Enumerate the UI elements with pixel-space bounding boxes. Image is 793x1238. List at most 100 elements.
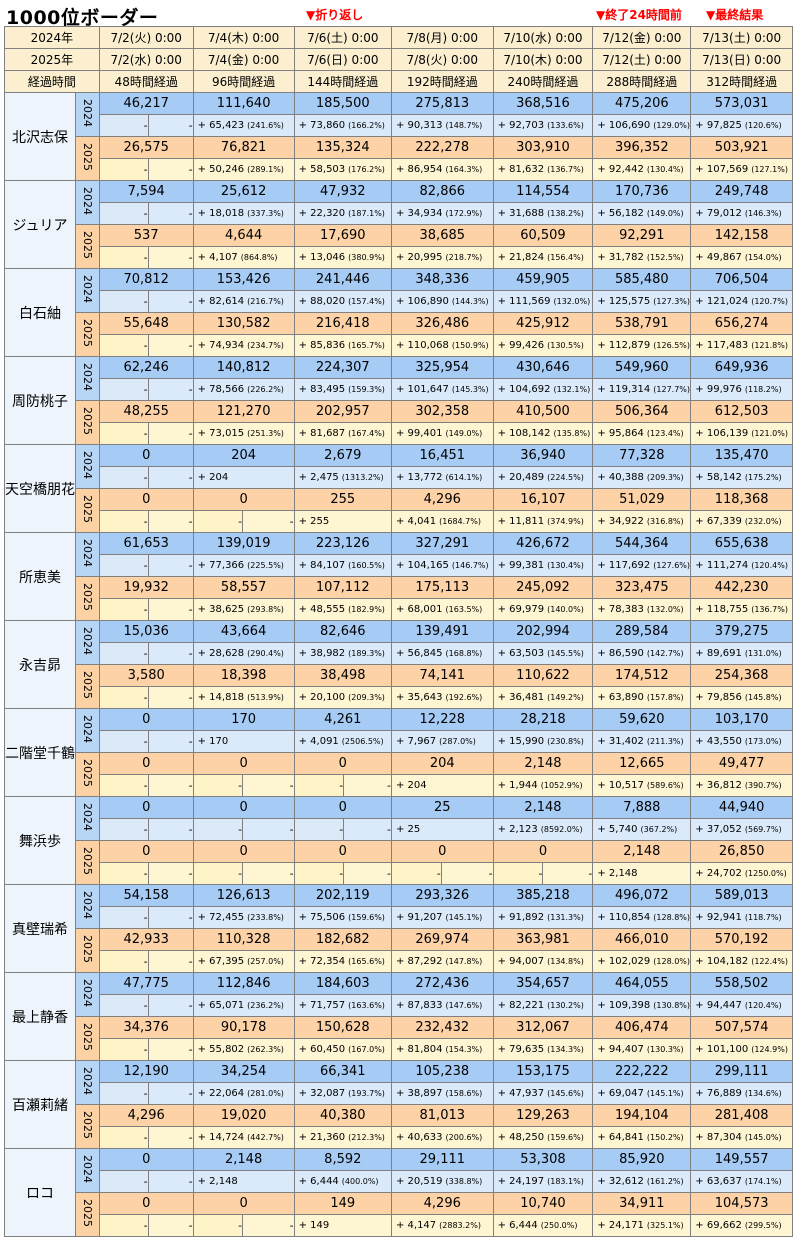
delta-cell: + 40,388 (209.3%) — [592, 466, 692, 489]
year-label-text: 2024 — [80, 363, 94, 391]
year-label: 2024 — [75, 180, 100, 225]
dash-cell: - — [98, 334, 149, 357]
border-value: 34,254 — [192, 1060, 295, 1083]
delta-amount: + 75,506 — [298, 912, 346, 923]
delta-cell: + 43,550 (173.0%) — [690, 730, 793, 753]
border-value: 0 — [98, 488, 194, 511]
delta-cell: + 31,402 (211.3%) — [592, 730, 692, 753]
delta-cell: + 67,339 (232.0%) — [690, 510, 793, 533]
delta-cell: + 24,171 (325.1%) — [592, 1214, 692, 1237]
delta-percent: (142.7%) — [646, 649, 684, 658]
delta-percent: (2883.2%) — [439, 1221, 481, 1230]
delta-amount: + 22,064 — [197, 1088, 245, 1099]
delta-amount: + 43,550 — [695, 736, 742, 747]
delta-cell: + 60,450 (167.0%) — [293, 1038, 392, 1061]
year-label-text: 2025 — [80, 759, 94, 787]
delta-percent: (2506.5%) — [341, 737, 384, 746]
delta-percent: (149.0%) — [646, 209, 684, 218]
delta-amount: + 22,320 — [298, 208, 346, 219]
delta-row-y2024: - - + 72,455 (233.8%) + 75,506 (159.6%) + 91,2… — [5, 906, 793, 929]
dash-cell: - — [343, 818, 392, 841]
delta-cell: + 65,071 (236.2%) — [192, 994, 295, 1017]
dash-cell: - — [98, 114, 149, 137]
delta-cell: + 34,934 (172.9%) — [390, 202, 494, 225]
delta-amount: + 94,407 — [597, 1044, 644, 1055]
delta-row-y2025: - - + 14,724 (442.7%) + 21,360 (212.3%) + 40,6… — [5, 1126, 793, 1149]
delta-amount: + 63,890 — [597, 692, 644, 703]
border-value: 4,261 — [293, 708, 392, 731]
year-label-text: 2025 — [80, 1199, 94, 1227]
delta-cell: + 55,802 (262.3%) — [192, 1038, 295, 1061]
delta-cell: + 2,148 — [592, 862, 692, 885]
border-value: 7,888 — [592, 796, 692, 819]
dash-cell: - — [192, 818, 244, 841]
delta-cell: + 22,320 (187.1%) — [293, 202, 392, 225]
border-value: 170 — [192, 708, 295, 731]
border-value: 0 — [192, 1192, 295, 1215]
year-label: 2024 — [75, 620, 100, 665]
delta-amount: + 20,100 — [298, 692, 346, 703]
delta-amount: + 11,811 — [497, 516, 545, 527]
border-value: 222,222 — [592, 1060, 692, 1083]
border-value: 0 — [98, 444, 194, 467]
dash-cell: - — [98, 290, 149, 313]
delta-percent: (136.7%) — [547, 165, 584, 174]
delta-cell: + 31,782 (152.5%) — [592, 246, 692, 269]
year-label: 2025 — [75, 928, 100, 973]
delta-cell: + 56,845 (168.8%) — [390, 642, 494, 665]
dash-cell: - — [98, 378, 149, 401]
delta-percent: (183.1%) — [547, 1177, 584, 1186]
border-value: 0 — [293, 752, 392, 775]
delta-percent: (127.1%) — [751, 165, 788, 174]
delta-percent: (118.2%) — [744, 385, 782, 394]
delta-cell: + 99,401 (149.0%) — [390, 422, 494, 445]
year-label: 2024 — [75, 796, 100, 841]
delta-amount: + 10,517 — [597, 780, 644, 791]
header-cell: 192時間経過 — [390, 70, 494, 93]
border-value: 19,020 — [192, 1104, 295, 1127]
border-value: 42,933 — [98, 928, 194, 951]
delta-cell: + 20,519 (338.8%) — [390, 1170, 494, 1193]
delta-amount: + 34,922 — [597, 516, 644, 527]
border-value: 0 — [192, 752, 295, 775]
delta-row-y2025: - - - - - - - - - - + 2,148 + 24,702 (1250.0%) — [5, 862, 793, 885]
border-value: 464,055 — [592, 972, 692, 995]
border-value: 110,622 — [492, 664, 594, 687]
border-value: 406,474 — [592, 1016, 692, 1039]
delta-amount: + 4,107 — [197, 252, 238, 263]
delta-percent: (122.4%) — [751, 957, 788, 966]
border-value: 538,791 — [592, 312, 692, 335]
delta-amount: + 104,692 — [497, 384, 551, 395]
border-value: 589,013 — [690, 884, 793, 907]
border-value: 326,486 — [390, 312, 494, 335]
delta-cell: + 204 — [192, 466, 295, 489]
delta-cell: + 149 — [293, 1214, 392, 1237]
delta-percent: (121.8%) — [751, 341, 788, 350]
dash-cell: - — [98, 510, 149, 533]
year-label: 2025 — [75, 576, 100, 621]
delta-amount: + 18,018 — [197, 208, 245, 219]
delta-percent: (167.4%) — [348, 429, 385, 438]
delta-amount: + 92,442 — [597, 164, 644, 175]
border-value: 150,628 — [293, 1016, 392, 1039]
delta-percent: (1684.7%) — [439, 517, 481, 526]
delta-percent: (218.7%) — [445, 253, 483, 262]
dash-cell: - — [147, 598, 194, 621]
border-value: 15,036 — [98, 620, 194, 643]
year-label-text: 2025 — [80, 671, 94, 699]
year-label: 2024 — [75, 532, 100, 577]
delta-amount: + 125,575 — [597, 296, 651, 307]
delta-amount: + 37,052 — [695, 824, 742, 835]
year-label-text: 2024 — [80, 275, 94, 303]
border-value: 104,573 — [690, 1192, 793, 1215]
border-value: 442,230 — [690, 576, 793, 599]
delta-cell: + 58,503 (176.2%) — [293, 158, 392, 181]
delta-row-y2025: - - + 67,395 (257.0%) + 72,354 (165.6%) + 87,2… — [5, 950, 793, 973]
delta-cell: + 22,064 (281.0%) — [192, 1082, 295, 1105]
delta-percent: (156.4%) — [547, 253, 584, 262]
year-label: 2025 — [75, 1192, 100, 1237]
header-cell: 7/13(日) 0:00 — [690, 48, 793, 71]
delta-percent: (193.7%) — [348, 1089, 385, 1098]
header-cell: 240時間経過 — [492, 70, 594, 93]
delta-amount: + 35,643 — [395, 692, 443, 703]
